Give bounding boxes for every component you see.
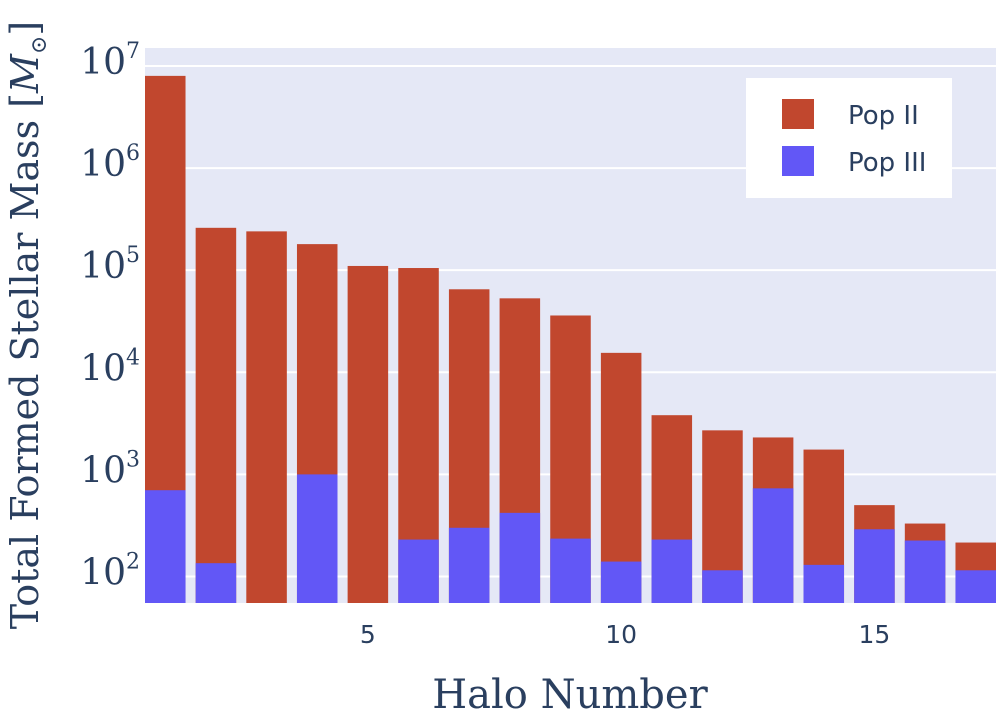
sun-symbol-icon: ⊙ bbox=[27, 36, 52, 54]
legend-label-pop-iii: Pop III bbox=[848, 148, 926, 178]
y-tick-exponent: 6 bbox=[126, 141, 140, 166]
bar-pop-ii bbox=[600, 352, 642, 603]
y-axis-label: Total Formed Stellar Mass [M⊙] bbox=[3, 21, 52, 629]
y-tick-base: 10 bbox=[80, 246, 126, 287]
x-tick-label: 10 bbox=[605, 620, 637, 649]
y-tick-exponent: 4 bbox=[126, 345, 140, 370]
bar-pop-iii bbox=[904, 540, 946, 603]
x-tick-labels: 5 10 15 bbox=[360, 620, 890, 649]
x-axis-label: Halo Number bbox=[432, 672, 708, 715]
bars bbox=[145, 75, 996, 604]
y-tick-exponent: 3 bbox=[126, 447, 140, 472]
bar-pop-ii bbox=[195, 227, 237, 603]
bar-pop-iii bbox=[752, 488, 794, 603]
bar-pop-iii bbox=[499, 512, 541, 603]
y-axis-label-text: Total Formed Stellar Mass bbox=[3, 120, 47, 629]
y-tick-label: 106 bbox=[80, 141, 140, 185]
y-tick-base: 10 bbox=[80, 552, 126, 593]
bar-pop-iii bbox=[854, 529, 895, 603]
y-tick-label: 103 bbox=[80, 447, 140, 491]
y-axis-unit-symbol: M bbox=[3, 53, 47, 94]
x-tick-label: 5 bbox=[360, 620, 376, 649]
y-tick-exponent: 2 bbox=[126, 549, 140, 574]
bar-pop-iii bbox=[955, 570, 996, 603]
legend-swatch-pop-ii bbox=[782, 99, 814, 129]
y-tick-base: 10 bbox=[80, 144, 126, 185]
bar-pop-iii bbox=[651, 539, 693, 603]
bar-pop-iii bbox=[702, 570, 743, 603]
legend-box bbox=[746, 78, 952, 198]
bar-pop-iii bbox=[145, 490, 186, 603]
y-tick-exponent: 5 bbox=[126, 243, 140, 268]
y-tick-label: 102 bbox=[80, 549, 140, 593]
y-axis-unit-close: ] bbox=[3, 21, 47, 36]
y-tick-label: 107 bbox=[80, 39, 140, 83]
y-tick-base: 10 bbox=[80, 42, 126, 83]
bar-pop-iii bbox=[803, 564, 845, 603]
y-axis-unit-open: [ bbox=[3, 93, 47, 108]
y-tick-base: 10 bbox=[80, 348, 126, 389]
bar-pop-iii bbox=[550, 538, 591, 603]
legend: Pop II Pop III bbox=[746, 78, 952, 198]
bar-pop-iii bbox=[448, 527, 490, 603]
y-tick-label: 104 bbox=[80, 345, 140, 389]
bar-pop-ii bbox=[347, 265, 389, 603]
bar-pop-ii bbox=[246, 231, 287, 604]
y-tick-base: 10 bbox=[80, 450, 126, 491]
bar-pop-iii bbox=[600, 561, 642, 603]
y-tick-label: 105 bbox=[80, 243, 140, 287]
bar-pop-iii bbox=[398, 539, 439, 603]
bar-pop-iii bbox=[296, 474, 338, 603]
y-tick-exponent: 7 bbox=[126, 39, 140, 64]
x-tick-label: 15 bbox=[859, 620, 891, 649]
legend-swatch-pop-iii bbox=[782, 146, 814, 176]
bar-pop-iii bbox=[195, 563, 237, 603]
legend-label-pop-ii: Pop II bbox=[848, 101, 919, 131]
